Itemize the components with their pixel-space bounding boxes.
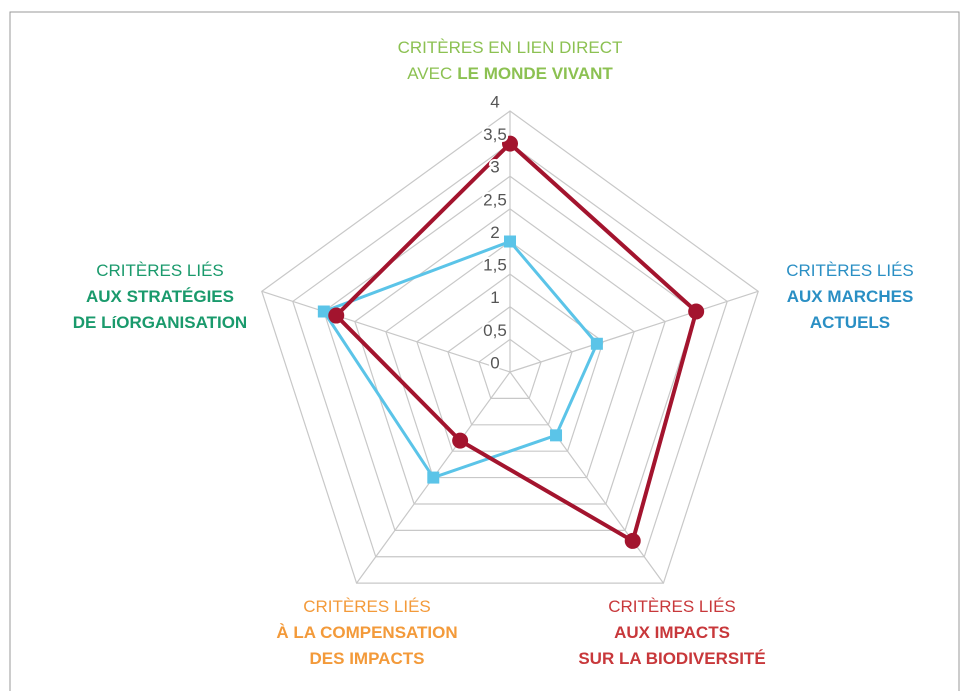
point (427, 471, 440, 484)
grid-ring (354, 208, 666, 505)
category-label: AUX IMPACTS (614, 623, 730, 642)
category-label: AVEC LE MONDE VIVANT (407, 64, 613, 83)
y-tick-label: 0,5 (483, 321, 507, 340)
y-tick-label: 1,5 (483, 256, 507, 275)
category-label: AUX STRATÉGIES (86, 287, 234, 306)
grid-ring (447, 306, 573, 426)
label-part: LE MONDE VIVANT (457, 64, 613, 83)
y-tick-label: 3 (490, 158, 499, 177)
point (590, 337, 603, 350)
label-part: AVEC (407, 64, 452, 83)
grid-ring (478, 338, 542, 399)
point (688, 303, 705, 320)
category-label: CRITÈRES LIÉS (608, 597, 736, 616)
y-tick-label: 3,5 (483, 125, 507, 144)
axis-spoke (261, 290, 511, 373)
label-part: ACTUELS (810, 313, 890, 332)
point (317, 305, 330, 318)
category-label: AUX MARCHES (787, 287, 914, 306)
grid-ring (385, 240, 635, 479)
label-part: CRITÈRES LIÉS (608, 597, 736, 616)
category-label: ACTUELS (810, 313, 890, 332)
category-label: CRITÈRES LIÉS (96, 261, 224, 280)
category-label: DES IMPACTS (310, 649, 425, 668)
grid-ring (261, 110, 759, 584)
series-line (334, 141, 699, 543)
frame (9, 11, 960, 691)
point (624, 532, 641, 549)
category-label: CRITÈRES LIÉS (786, 261, 914, 280)
grid-ring (323, 175, 697, 531)
category-label: SUR LA BIODIVERSITÉ (578, 649, 765, 668)
label-part: AUX IMPACTS (614, 623, 730, 642)
label-part: CRITÈRES EN LIEN DIRECT (398, 38, 623, 57)
label-part: À LA COMPENSATION (276, 623, 457, 642)
y-tick-label: 2,5 (483, 190, 507, 209)
label-part: AUX STRATÉGIES (86, 287, 234, 306)
y-tick-label: 0 (490, 353, 499, 372)
y-tick-label: 2 (490, 223, 499, 242)
label-part: AUX MARCHES (787, 287, 914, 306)
axis-spoke (509, 371, 664, 584)
point (502, 135, 518, 152)
label-part: CRITÈRES LIÉS (786, 261, 914, 280)
category-label: DE LíORGANISATION (73, 313, 247, 332)
category-label: CRITÈRES LIÉS (303, 597, 431, 616)
category-label: À LA COMPENSATION (276, 623, 457, 642)
point (328, 307, 345, 324)
label-part: DES IMPACTS (310, 649, 425, 668)
y-tick-label: 4 (490, 92, 499, 111)
axis-spoke (509, 290, 759, 373)
point (452, 432, 469, 449)
category-label: CRITÈRES EN LIEN DIRECT (398, 38, 623, 57)
point (504, 235, 516, 248)
label-part: CRITÈRES LIÉS (303, 597, 431, 616)
label-part: CRITÈRES LIÉS (96, 261, 224, 280)
label-part: SUR LA BIODIVERSITÉ (578, 649, 765, 668)
y-tick-label: 1 (490, 288, 499, 307)
point (550, 429, 563, 442)
grid-ring (292, 142, 728, 558)
label-part: DE LíORGANISATION (73, 313, 247, 332)
